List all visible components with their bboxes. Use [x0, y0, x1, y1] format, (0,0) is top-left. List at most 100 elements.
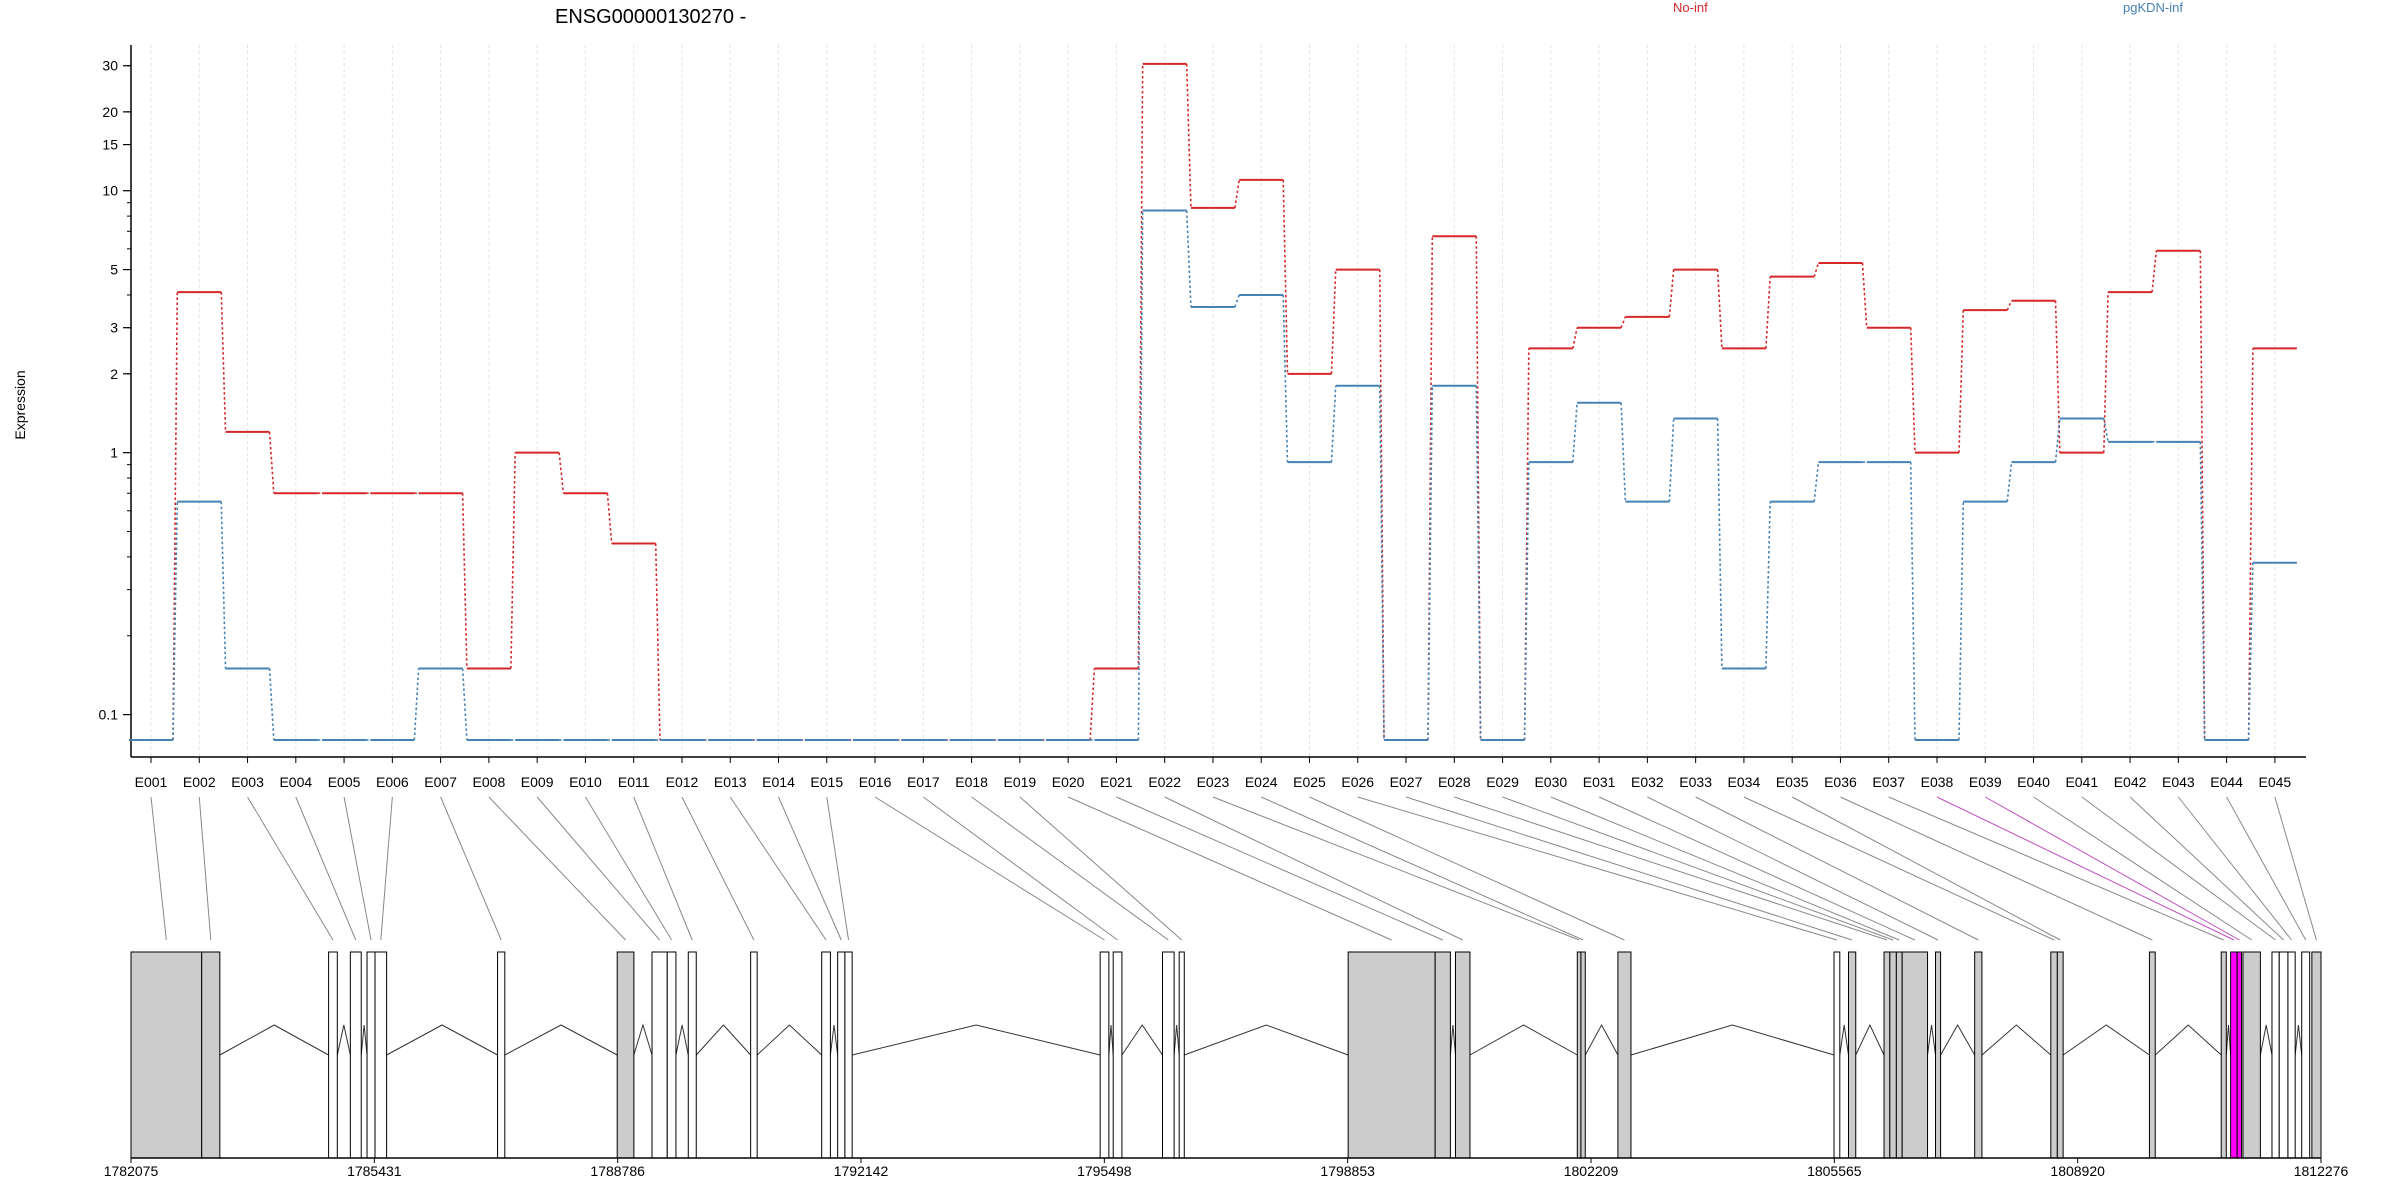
exon-connector	[1743, 796, 2055, 941]
x-tick-label: E022	[1148, 774, 1181, 790]
exon-connector	[2177, 796, 2292, 941]
exon-box	[201, 951, 221, 1159]
series-connector	[1958, 501, 1965, 741]
intron-line	[1184, 1024, 1349, 1056]
intron-line	[675, 1024, 689, 1056]
x-tick-label: E016	[859, 774, 892, 790]
x-tick-label: E006	[376, 774, 409, 790]
x-tick-label: E031	[1583, 774, 1616, 790]
chart-title: ENSG00000130270 -	[555, 6, 746, 28]
series-layer	[129, 62, 2297, 741]
series-connector	[1572, 402, 1578, 463]
series-connector	[2199, 250, 2206, 741]
series-connector	[220, 501, 227, 669]
series-connector	[1668, 269, 1675, 317]
series-connector	[1523, 462, 1530, 741]
series-connector	[1427, 236, 1434, 741]
intron-line	[219, 1024, 329, 1056]
x-tick-label: E040	[2017, 774, 2050, 790]
exon-box	[687, 951, 697, 1159]
exon-box	[1889, 951, 1897, 1159]
x-tick-label: E026	[1341, 774, 1374, 790]
exon-box	[1576, 951, 1582, 1159]
x-tick-label: E001	[135, 774, 168, 790]
exon-box	[1347, 951, 1436, 1159]
x-tick-label: E043	[2162, 774, 2195, 790]
y-tick-label: 20	[102, 104, 118, 120]
intron-line	[386, 1024, 498, 1056]
exon-box	[2278, 951, 2289, 1159]
x-tick-label: E045	[2259, 774, 2292, 790]
exon-box	[821, 951, 831, 1159]
series-connector	[654, 543, 661, 741]
exon-connector	[633, 796, 693, 941]
exon-connector	[1985, 796, 2240, 941]
series-connector	[1813, 462, 1820, 502]
coordinate-label: 1782075	[104, 1163, 159, 1179]
exon-box	[1099, 951, 1110, 1159]
series-connector	[1813, 262, 1820, 277]
exon-box	[2148, 951, 2156, 1159]
x-tick-label: E024	[1245, 774, 1278, 790]
series-connector	[1475, 236, 1482, 741]
genomic-coordinate-axis: 1782075 1785431 1788786 1792142 1795498 17988…	[104, 1157, 2348, 1179]
x-axis: E001 E002 E003 E004 E005 E006 E007 E008 E009 E010…	[131, 756, 2306, 790]
x-tick-label: E011	[618, 774, 650, 790]
x-tick-label: E010	[569, 774, 602, 790]
exon-box	[2242, 951, 2261, 1159]
series-connector	[558, 452, 565, 494]
exon-connector	[1598, 796, 1916, 941]
exon-connector-lines	[150, 796, 2317, 941]
exon-connector	[1212, 796, 1580, 941]
x-tick-label: E032	[1631, 774, 1664, 790]
y-tick-label: 3	[110, 320, 118, 336]
coordinate-label: 1802209	[1564, 1163, 1619, 1179]
exon-connector	[1067, 796, 1392, 941]
y-tick-label: 0.1	[99, 707, 119, 723]
exon-connector	[295, 796, 357, 941]
series-connector	[268, 431, 275, 494]
x-tick-label: E004	[279, 774, 312, 790]
x-tick-label: E038	[1921, 774, 1954, 790]
exon-box	[2287, 951, 2296, 1159]
exon-box	[651, 951, 668, 1159]
exon-box	[750, 951, 758, 1159]
series-connector	[1765, 276, 1771, 349]
exon-connector	[380, 796, 393, 941]
intron-line	[1940, 1023, 1976, 1056]
exon-box	[2230, 951, 2238, 1159]
exon-box	[366, 951, 376, 1159]
series-connector	[1620, 316, 1627, 328]
series-connector	[1427, 385, 1434, 741]
series-connector	[2103, 418, 2109, 442]
x-tick-label: E015	[810, 774, 843, 790]
exon-box	[1580, 951, 1586, 1159]
x-tick-label: E008	[473, 774, 506, 790]
intron-line	[1469, 1024, 1578, 1056]
series-connector	[2054, 300, 2061, 453]
exon-connector	[1405, 796, 1853, 941]
series-connector	[1716, 418, 1723, 669]
intron-line	[2225, 1024, 2232, 1056]
exon-box	[349, 951, 362, 1159]
x-tick-label: E021	[1100, 774, 1133, 790]
exon-box	[2311, 951, 2322, 1159]
exon-connector	[1502, 796, 1894, 941]
series-connector	[1765, 501, 1771, 669]
series-connector	[461, 668, 468, 741]
y-tick-label: 10	[102, 183, 118, 199]
exon-connector	[150, 796, 167, 941]
x-tick-label: E012	[666, 774, 699, 790]
exon-box	[844, 951, 853, 1159]
intron-line	[360, 1024, 368, 1056]
intron-line	[1839, 1024, 1849, 1056]
x-tick-label: E002	[183, 774, 216, 790]
x-tick-label: E019	[1004, 774, 1037, 790]
legend-pgkdn-inf: pgKDN-inf	[2123, 0, 2183, 15]
exon-connector	[2274, 796, 2317, 941]
intron-line	[829, 1024, 839, 1056]
intron-line	[852, 1024, 1101, 1056]
series-connector	[1330, 385, 1337, 463]
exon-box	[1434, 951, 1451, 1159]
series-connector	[1378, 269, 1385, 741]
